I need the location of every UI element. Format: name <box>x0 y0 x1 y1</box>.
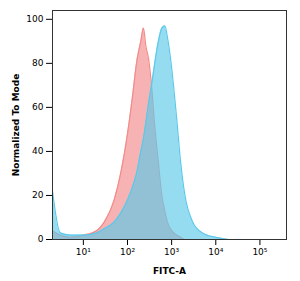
svg-text:20: 20 <box>32 190 44 200</box>
svg-text:100: 100 <box>26 14 43 24</box>
svg-text:10¹: 10¹ <box>76 247 91 257</box>
svg-text:10²: 10² <box>120 247 135 257</box>
svg-text:0: 0 <box>38 234 44 244</box>
svg-text:40: 40 <box>32 146 44 156</box>
svg-text:10⁵: 10⁵ <box>252 247 267 257</box>
svg-text:FITC-A: FITC-A <box>153 266 186 276</box>
svg-text:60: 60 <box>32 102 44 112</box>
svg-text:10⁴: 10⁴ <box>208 247 223 257</box>
svg-text:Normalized To Mode: Normalized To Mode <box>11 74 21 177</box>
svg-text:80: 80 <box>32 58 44 68</box>
svg-text:10³: 10³ <box>164 247 179 257</box>
